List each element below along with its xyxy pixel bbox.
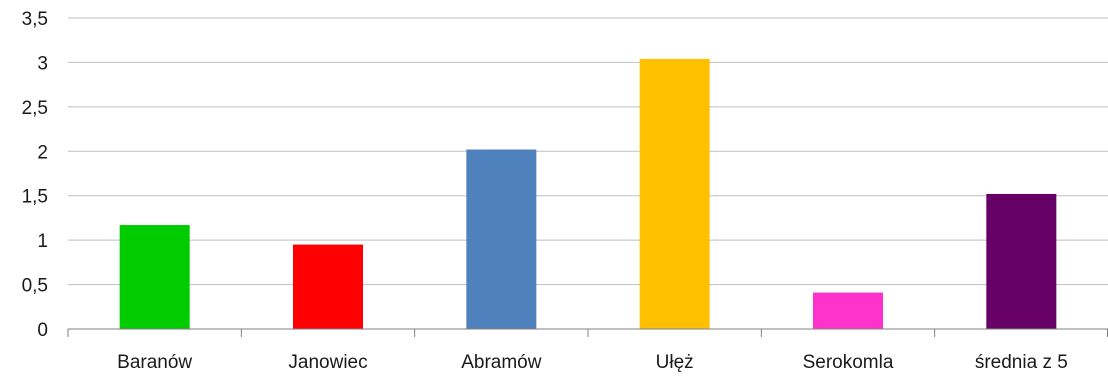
y-tick-label: 0 bbox=[37, 320, 48, 341]
bar bbox=[639, 58, 710, 329]
category-labels: Baranów Janowiec Abramów Ułęż Serokomla średn… bbox=[117, 352, 1068, 373]
x-axis bbox=[67, 328, 1108, 337]
bar bbox=[986, 193, 1057, 329]
bar bbox=[466, 149, 537, 329]
x-category-label: Janowiec bbox=[288, 352, 367, 373]
y-tick-label: 3,5 bbox=[22, 9, 48, 30]
y-tick-label: 1 bbox=[37, 231, 48, 252]
x-category-label: Serokomla bbox=[803, 352, 894, 373]
x-category-label: Abramów bbox=[461, 352, 542, 373]
bar bbox=[119, 225, 190, 329]
y-tick-label: 2,5 bbox=[22, 98, 48, 119]
x-category-label: średnia z 5 bbox=[975, 352, 1068, 373]
gridlines bbox=[68, 17, 1108, 286]
bar bbox=[293, 244, 363, 329]
bars bbox=[119, 58, 1057, 329]
y-tick-label: 3 bbox=[37, 53, 48, 74]
bar bbox=[813, 292, 883, 329]
x-category-label: Ułęż bbox=[656, 352, 694, 373]
y-tick-label: 2 bbox=[37, 142, 48, 163]
x-category-label: Baranów bbox=[117, 352, 192, 373]
y-tick-label: 0,5 bbox=[22, 276, 48, 297]
y-tick-label: 1,5 bbox=[22, 187, 48, 208]
y-axis-tick-labels: 0 0,5 1 1,5 2 2,5 3 3,5 bbox=[22, 9, 48, 341]
